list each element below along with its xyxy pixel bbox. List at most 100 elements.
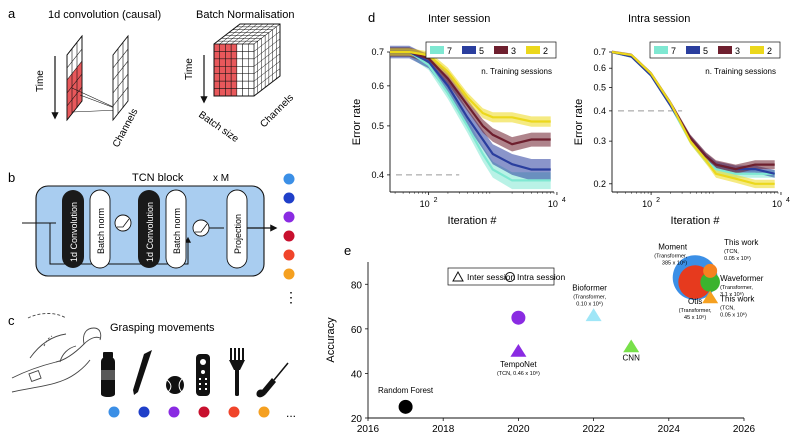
bn-cell	[242, 88, 249, 97]
point-sublabel: (TCN,	[724, 249, 739, 255]
series-band-5	[390, 45, 551, 181]
bn-cell	[213, 51, 220, 60]
x-tick-exponent: 4	[562, 197, 566, 204]
point-sublabel: 3.1 x 10⁶)	[720, 291, 744, 298]
object-class-dot	[198, 406, 210, 418]
output-class-dot	[283, 211, 295, 223]
series-line-7	[390, 50, 551, 182]
legend-label: 7	[447, 46, 452, 56]
y-axis-label: Accuracy	[325, 317, 337, 363]
bn-cell	[225, 88, 232, 97]
bn-cell	[242, 73, 249, 82]
panel-letter-d: d	[368, 10, 375, 25]
point-waveformer	[700, 272, 720, 292]
point-sublabel: 45 x 10⁶)	[684, 314, 706, 321]
legend-title: n. Training sessions	[705, 67, 776, 76]
ball-icon	[166, 376, 184, 394]
y-tick-label: 0.5	[593, 82, 606, 92]
y-axis-label: Error rate	[351, 99, 363, 145]
legend-label: Intra session	[517, 272, 565, 282]
conv-block-2-label: 1d Convolution	[145, 202, 155, 262]
point-intra	[511, 310, 526, 325]
y-tick-label: 0.4	[371, 170, 384, 180]
bn-cell	[248, 43, 255, 52]
y-tick-label: 0.5	[371, 121, 384, 131]
bn-cell	[213, 43, 220, 52]
bn-cell	[230, 66, 238, 74]
legend-swatch-2	[526, 46, 540, 54]
bn-cell	[225, 73, 232, 82]
series-line-2	[611, 50, 775, 185]
x-tick-label: 2020	[507, 424, 530, 435]
batch-norm-1	[89, 189, 111, 269]
residual-path	[49, 223, 191, 265]
point-sublabel: (Transformer,	[573, 294, 606, 300]
chart-intra-session: 0.7 0.6 0.5 0.4 0.3 0.2 10 2 10 4 Iteration # Error…	[573, 41, 790, 227]
bn-cell	[213, 58, 220, 67]
panel-letter-a: a	[8, 6, 16, 21]
batch-size-label: Batch size	[196, 109, 240, 145]
activation-1-icon	[114, 214, 132, 232]
bn-cell	[236, 51, 243, 60]
x-tick-label: 10	[772, 199, 782, 209]
projection-block	[226, 189, 248, 269]
bn-cell	[225, 51, 232, 60]
x-tick-label: 10	[420, 199, 430, 209]
conv-input-slab	[66, 34, 83, 122]
point-cnn	[623, 339, 640, 353]
series-band-2	[390, 48, 551, 127]
bn-cell	[236, 66, 243, 74]
series-line-2	[390, 50, 551, 123]
point-sublabel: (Transformer,	[720, 285, 753, 291]
bn-cell	[219, 88, 226, 97]
projection-label: Projection	[233, 214, 243, 254]
series-band-3	[612, 50, 775, 174]
bn-cell	[230, 58, 238, 67]
batch-norm-1-label: Batch norm	[96, 208, 106, 254]
screwdriver-icon	[256, 362, 289, 398]
legend-swatch-2	[750, 46, 764, 54]
panel-e: 20 40 60 80 2016 2018 2020 2022 2024 2026 Accuracy…	[325, 238, 764, 435]
x-tick-label: 2024	[658, 424, 681, 435]
point-label: Bioformer	[572, 283, 607, 292]
point-sublabel: (Transformer,	[654, 254, 687, 260]
point-sublabel: 0.05 x 10⁶)	[720, 312, 747, 319]
bn-cell	[213, 66, 220, 74]
point-sublabel: 0.10 x 10⁶)	[576, 300, 603, 307]
bn-cell	[219, 51, 226, 60]
point-label: Moment	[658, 243, 688, 252]
chart-intra-title: Intra session	[628, 13, 690, 25]
point-temponet	[510, 343, 527, 357]
object-class-dot	[108, 406, 120, 418]
batch-norm-2	[165, 189, 187, 269]
bn-cell	[248, 51, 255, 60]
chart-inter-title: Inter session	[428, 13, 490, 25]
point-sublabel: (TCN,	[720, 306, 735, 312]
y-tick-label: 0.4	[593, 106, 606, 116]
point-bioformer	[585, 308, 602, 322]
point-sublabel: 385 x 10⁶)	[662, 260, 687, 267]
repeat-label: x M	[213, 173, 229, 184]
bn-cell	[219, 66, 226, 74]
point-this-work	[703, 263, 718, 278]
point-label: Random Forest	[378, 386, 434, 395]
panel-letter-b: b	[8, 170, 15, 185]
bn-cell	[230, 73, 238, 82]
output-class-dot	[283, 230, 295, 242]
channels-label-bn: Channels	[258, 92, 296, 130]
legend-label: 3	[735, 46, 740, 56]
bn-cell	[248, 88, 255, 97]
legend-swatch-3	[718, 46, 732, 54]
conv-block-1	[62, 190, 84, 268]
bn-cell	[213, 80, 220, 89]
legend-label: 7	[671, 46, 676, 56]
y-tick-label: 60	[351, 325, 363, 336]
output-class-dot	[283, 268, 295, 280]
bn-cell	[225, 66, 232, 74]
object-class-dot	[138, 406, 150, 418]
bn-cell	[242, 51, 249, 60]
conv-output-slab	[112, 34, 129, 122]
x-axis-label: Iteration #	[671, 215, 721, 227]
time-label-bn: Time	[184, 58, 195, 80]
point-label: Otis	[688, 297, 702, 306]
